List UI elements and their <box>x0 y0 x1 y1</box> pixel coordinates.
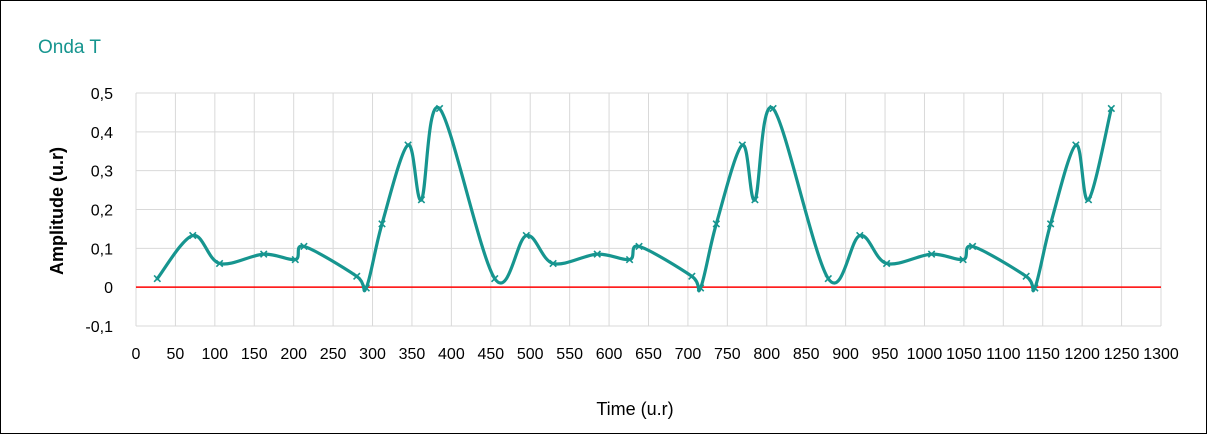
data-point-marker <box>417 196 426 204</box>
x-tick-label: 500 <box>517 346 544 363</box>
chart-title: Onda T <box>38 37 101 58</box>
x-tick-label: 750 <box>714 346 741 363</box>
data-point-marker <box>1031 284 1039 292</box>
data-point-marker <box>1107 104 1116 113</box>
y-tick-label: 0,4 <box>91 125 113 142</box>
data-point-marker <box>968 242 977 251</box>
x-tick-label: 250 <box>320 346 347 363</box>
data-point-marker <box>927 250 936 258</box>
data-point-marker <box>712 220 721 228</box>
data-point-marker <box>593 250 602 258</box>
data-point-marker <box>291 255 300 264</box>
data-point-marker <box>1084 196 1093 204</box>
data-point-marker <box>215 259 224 268</box>
x-tick-label: 950 <box>872 346 899 363</box>
x-tick-label: 1100 <box>986 346 1021 363</box>
data-point-marker <box>769 104 777 113</box>
data-point-marker <box>625 255 634 264</box>
data-point-marker <box>696 284 705 292</box>
x-tick-label: 550 <box>556 346 583 363</box>
data-point-marker <box>435 104 444 113</box>
data-point-marker <box>688 272 696 281</box>
data-point-marker <box>300 242 308 251</box>
data-point-marker <box>882 259 891 268</box>
data-point-marker <box>189 231 197 240</box>
x-tick-label: 100 <box>201 346 228 363</box>
data-point-marker <box>522 231 531 240</box>
x-tick-label: 1150 <box>1026 346 1061 363</box>
data-point-marker <box>856 231 864 240</box>
data-point-marker <box>362 284 370 292</box>
data-point-marker <box>751 196 759 204</box>
y-tick-label: 0,2 <box>91 203 113 220</box>
data-point-marker <box>635 242 643 251</box>
y-tick-label: 0,5 <box>91 86 113 103</box>
data-point-marker <box>1022 272 1030 281</box>
data-point-marker <box>353 272 361 281</box>
x-tick-label: 600 <box>596 346 623 363</box>
data-point-marker <box>959 255 967 264</box>
data-point-marker <box>738 141 747 149</box>
x-tick-label: 300 <box>359 346 386 363</box>
x-tick-label: 1050 <box>946 346 982 363</box>
x-tick-label: 1000 <box>907 346 943 363</box>
y-tick-label: -0,1 <box>85 319 113 336</box>
data-point-marker <box>404 141 412 149</box>
x-tick-label: 800 <box>753 346 780 363</box>
data-point-marker <box>153 274 162 283</box>
x-tick-label: 1200 <box>1064 346 1100 363</box>
x-tick-label: 200 <box>280 346 307 363</box>
data-point-marker <box>1046 220 1055 228</box>
x-tick-label: 700 <box>675 346 702 363</box>
y-tick-label: 0 <box>104 280 113 297</box>
x-tick-label: 850 <box>793 346 820 363</box>
x-tick-label: 1250 <box>1104 346 1140 363</box>
x-tick-label: 450 <box>477 346 504 363</box>
x-tick-label: 650 <box>635 346 662 363</box>
x-tick-label: 1300 <box>1143 346 1179 363</box>
x-tick-label: 400 <box>438 346 465 363</box>
x-tick-label: 0 <box>132 346 141 363</box>
grid <box>135 92 1162 327</box>
series-line <box>155 105 1113 293</box>
data-point-marker <box>1072 141 1080 149</box>
x-tick-label: 350 <box>399 346 426 363</box>
x-axis-ticks: 0 50 100 150 200 250 300 350 400 450 500 550 600 650 7… <box>132 346 1179 363</box>
data-point-marker <box>378 220 386 228</box>
y-axis-label: Amplitude (u.r) <box>47 147 67 275</box>
data-point-marker <box>824 274 833 283</box>
y-tick-label: 0,1 <box>91 241 113 258</box>
series-layer <box>153 104 1116 293</box>
x-tick-label: 150 <box>241 346 268 363</box>
x-tick-label: 900 <box>832 346 859 363</box>
y-tick-label: 0,3 <box>91 164 113 181</box>
data-point-marker <box>549 259 557 268</box>
data-point-marker <box>490 274 499 283</box>
x-axis-label: Time (u.r) <box>596 399 673 419</box>
y-axis-ticks: 0,5 0,4 0,3 0,2 0,1 0 -0,1 <box>85 86 113 336</box>
x-tick-label: 50 <box>167 346 185 363</box>
data-point-marker <box>259 250 268 258</box>
